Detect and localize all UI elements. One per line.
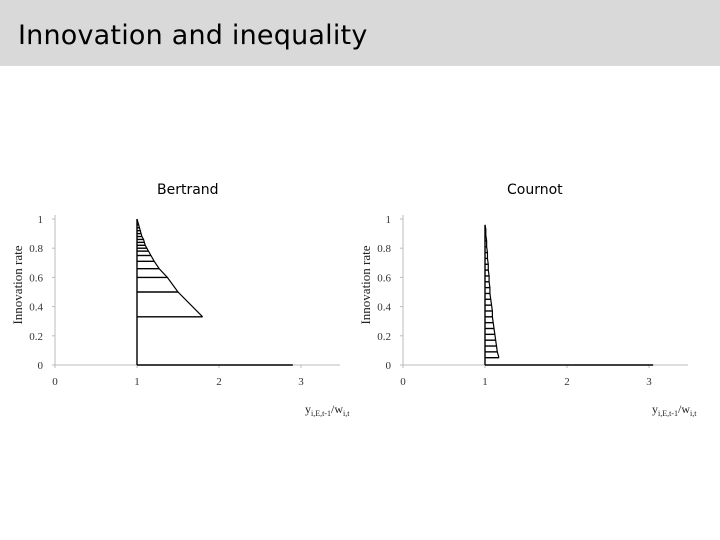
y-axis-label: Innovation rate [358, 245, 373, 324]
slide-title: Innovation and inequality [18, 20, 368, 51]
y-tick-label: 0.8 [29, 243, 43, 255]
y-tick-label: 0.6 [377, 272, 391, 284]
y-tick-label: 0.4 [377, 302, 391, 314]
x-tick-label: 0 [52, 376, 58, 388]
y-tick-label: 0.8 [377, 243, 391, 255]
y-axis-label: Innovation rate [10, 245, 25, 324]
y-tick-label: 0.4 [29, 302, 43, 314]
x-tick-label: 1 [482, 376, 488, 388]
x-axis-label: yi,E,t-1/wi,t [305, 402, 350, 418]
x-tick-label: 1 [134, 376, 140, 388]
stack-outline [136, 218, 204, 318]
y-tick-label: 0 [38, 360, 44, 372]
chart-title-cournot: Cournot [507, 182, 563, 198]
x-tick-label: 3 [298, 376, 304, 388]
y-tick-label: 1 [386, 214, 392, 226]
chart-title-bertrand: Bertrand [157, 182, 219, 198]
x-tick-label: 0 [400, 376, 406, 388]
x-tick-label: 3 [646, 376, 652, 388]
x-tick-label: 2 [216, 376, 222, 388]
y-tick-label: 0.2 [377, 331, 391, 343]
title-bar: Innovation and inequality [0, 0, 720, 66]
stack-outline [484, 224, 500, 358]
y-tick-label: 0.6 [29, 272, 43, 284]
y-tick-label: 0.2 [29, 331, 43, 343]
x-axis-label: yi,E,t-1/wi,t [652, 402, 697, 418]
y-tick-label: 0 [386, 360, 392, 372]
y-tick-label: 1 [38, 214, 44, 226]
x-tick-label: 2 [564, 376, 570, 388]
